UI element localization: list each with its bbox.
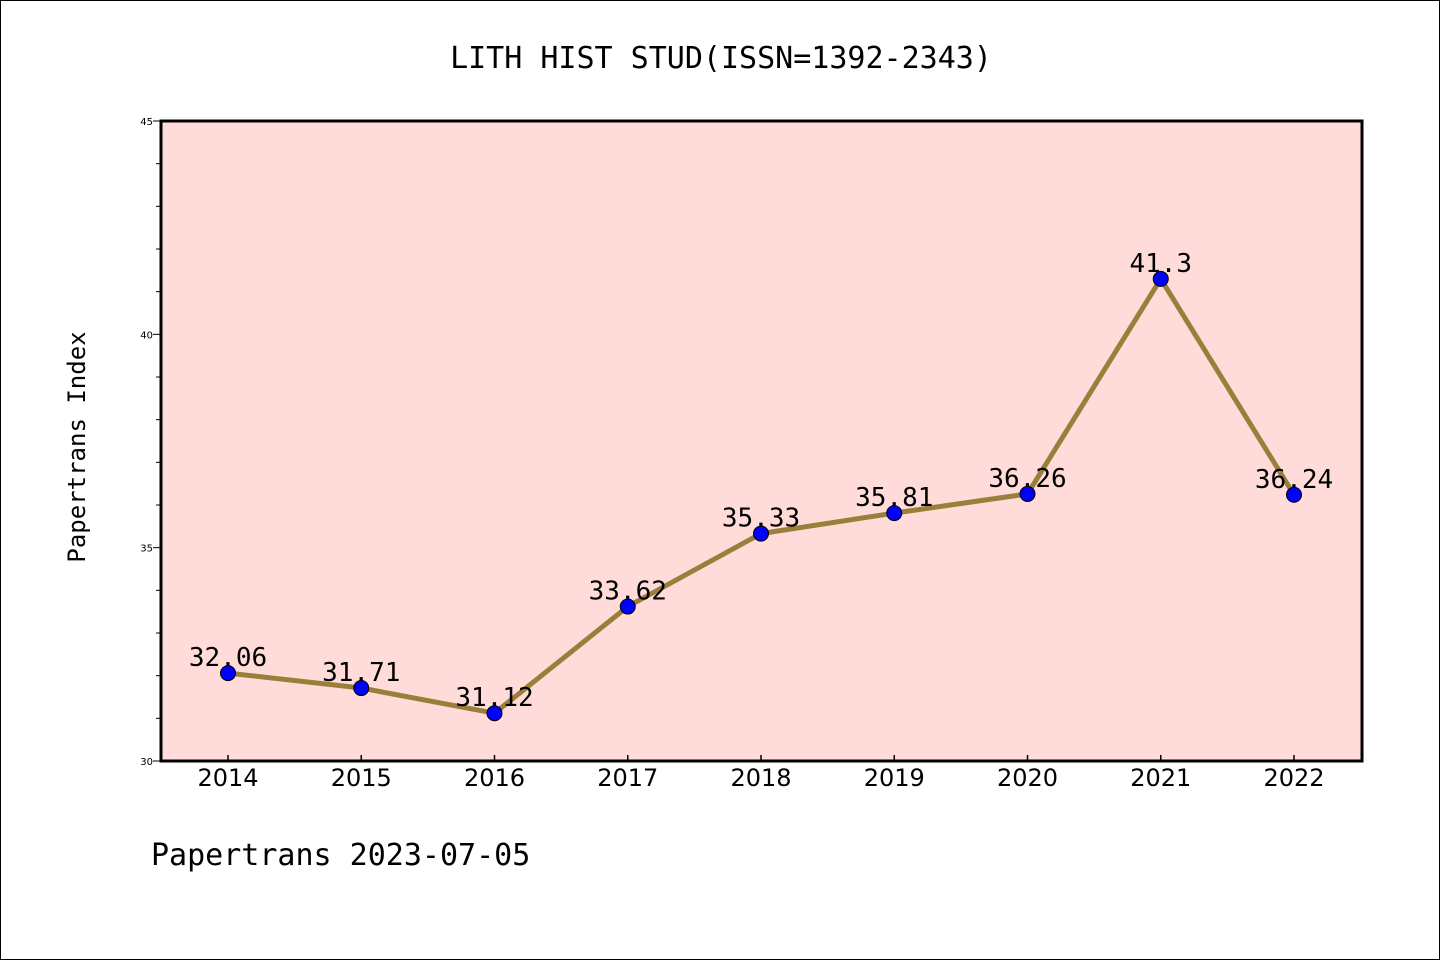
- data-label: 33.62: [589, 577, 667, 607]
- data-point: [353, 680, 370, 697]
- chart-title: LITH HIST STUD(ISSN=1392-2343): [450, 41, 992, 76]
- x-tick-label: 2021: [1130, 764, 1191, 792]
- data-label: 32.06: [189, 643, 267, 673]
- footer-credit: Papertrans 2023-07-05: [151, 838, 530, 873]
- y-tick-label: 40: [140, 330, 153, 341]
- y-tick-label: 45: [140, 117, 153, 128]
- x-tick-label: 2022: [1263, 764, 1324, 792]
- data-point: [1019, 485, 1036, 502]
- data-label: 31.71: [322, 658, 400, 688]
- x-tick-label: 2018: [730, 764, 791, 792]
- data-point: [619, 598, 636, 615]
- x-tick-label: 2015: [331, 764, 392, 792]
- x-tick-label: 2017: [597, 764, 658, 792]
- data-point: [1286, 486, 1302, 503]
- y-tick-label: 30: [140, 757, 153, 768]
- data-point: [1152, 270, 1169, 287]
- data-label: 41.3: [1129, 249, 1192, 279]
- data-label: 36.26: [988, 464, 1066, 494]
- data-label: 35.33: [722, 504, 800, 534]
- data-point: [486, 705, 503, 722]
- x-tick-label: 2014: [197, 764, 258, 792]
- series-layer: 32.06 31.71 31.12 33.62 35.33 35.81 36.26 41.3 3…: [189, 249, 1333, 722]
- x-tick-label: 2020: [997, 764, 1058, 792]
- y-tick-label: 35: [140, 544, 153, 555]
- data-label: 36.24: [1255, 465, 1333, 495]
- y-axis-label: Papertrans Index: [63, 331, 91, 562]
- data-point: [886, 505, 903, 522]
- data-point: [220, 665, 236, 682]
- plot-area: [159, 119, 1364, 763]
- data-label: 31.12: [455, 683, 533, 713]
- x-tick-label: 2019: [864, 764, 925, 792]
- data-point: [753, 525, 769, 542]
- x-tick-label: 2016: [464, 764, 525, 792]
- x-axis: 2014 2015 2016 2017 2018 2019 2020 2021 2022: [197, 755, 1325, 792]
- data-label: 35.81: [855, 483, 933, 513]
- y-axis: 30 35 40 45: [140, 117, 161, 768]
